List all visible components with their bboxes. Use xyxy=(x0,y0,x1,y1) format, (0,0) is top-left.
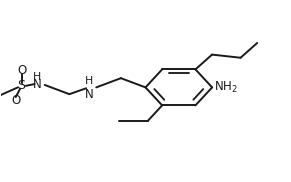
Text: NH$_2$: NH$_2$ xyxy=(214,80,237,95)
Text: S: S xyxy=(17,79,26,92)
Text: H: H xyxy=(85,76,93,86)
Text: O: O xyxy=(11,94,20,107)
Text: H: H xyxy=(33,72,42,82)
Text: O: O xyxy=(17,64,26,77)
Text: N: N xyxy=(33,78,42,91)
Text: N: N xyxy=(85,88,93,101)
